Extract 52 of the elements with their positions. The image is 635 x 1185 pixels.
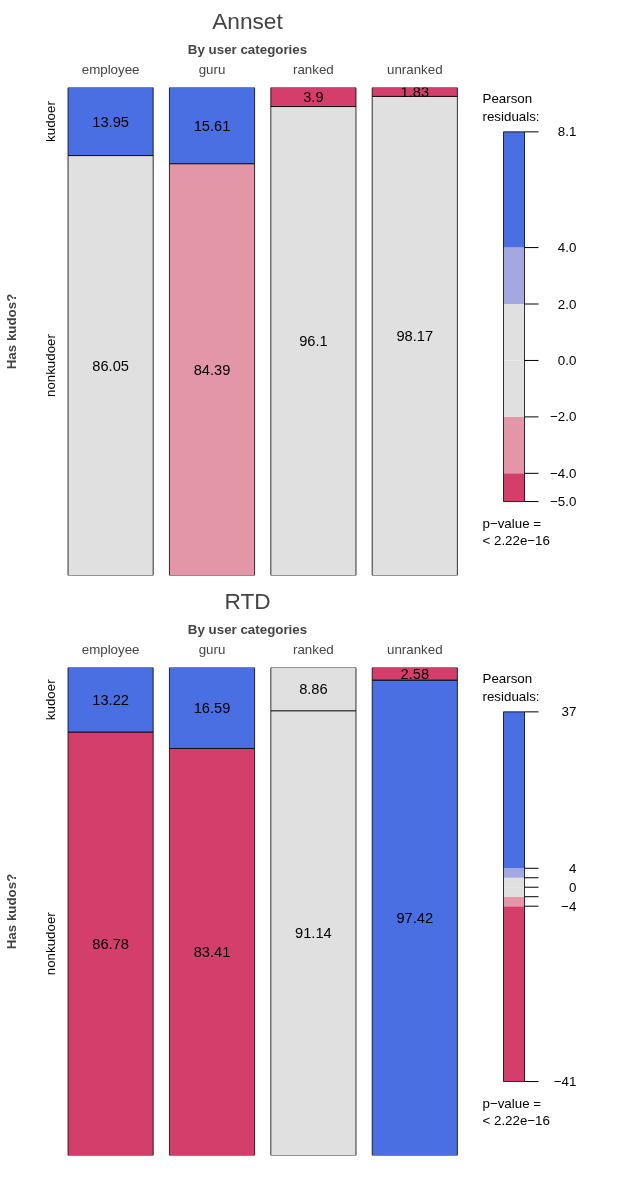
data-label: 13.95 bbox=[92, 113, 129, 130]
data-label: 91.14 bbox=[295, 925, 332, 942]
x-tick-label: employee bbox=[81, 641, 140, 657]
x-axis-title: By user categories bbox=[187, 41, 308, 57]
color-bar-label: −4 bbox=[561, 898, 577, 914]
color-bar-label: −4.0 bbox=[549, 465, 577, 481]
text: p−value = bbox=[482, 516, 542, 532]
color-bar-label: 4.0 bbox=[557, 240, 577, 256]
chart-title: Annset bbox=[212, 7, 284, 34]
data-label: 15.61 bbox=[193, 117, 231, 134]
color-bar-label: −5.0 bbox=[549, 494, 577, 510]
x-tick-label: employee bbox=[81, 61, 140, 77]
color-bar-label: 0 bbox=[568, 879, 577, 895]
x-axis-title: By user categories bbox=[187, 621, 308, 637]
data-label: 1.83 bbox=[400, 83, 430, 100]
color-bar-label: 0.0 bbox=[557, 352, 577, 368]
data-label: 2.58 bbox=[400, 665, 430, 682]
x-tick-label: ranked bbox=[293, 61, 334, 77]
x-tick-label: guru bbox=[198, 61, 226, 77]
x-tick-label: unranked bbox=[387, 61, 443, 77]
text: nonkudoer bbox=[42, 911, 58, 976]
data-label: 97.42 bbox=[396, 909, 434, 926]
color-bar-label: −2.0 bbox=[549, 409, 577, 425]
data-label: 86.78 bbox=[92, 935, 129, 952]
text: kudoer bbox=[42, 678, 58, 721]
color-bar-label: −41 bbox=[553, 1074, 577, 1090]
data-label: 83.41 bbox=[193, 943, 231, 960]
data-label: 8.86 bbox=[299, 681, 328, 698]
text: kudoer bbox=[42, 100, 58, 142]
data-label: 16.59 bbox=[193, 699, 231, 716]
color-bar-label: 8.1 bbox=[557, 124, 577, 140]
color-bar-label: 4 bbox=[568, 860, 577, 876]
x-tick-label: unranked bbox=[387, 641, 443, 657]
text: nonkudoer bbox=[42, 333, 58, 398]
data-label: 98.17 bbox=[396, 327, 434, 344]
text: p−value = bbox=[482, 1096, 542, 1112]
data-label: 84.39 bbox=[193, 361, 231, 378]
data-label: 13.22 bbox=[92, 691, 129, 708]
color-bar-title: Pearson residuals: bbox=[482, 91, 540, 125]
data-label: 3.9 bbox=[303, 89, 324, 106]
color-bar-label: 2.0 bbox=[557, 296, 577, 312]
text: < 2.22e−16 bbox=[482, 532, 550, 548]
y-axis-title: Has kudos? bbox=[3, 873, 19, 950]
chart-title: RTD bbox=[224, 587, 271, 614]
y-axis-title: Has kudos? bbox=[3, 293, 19, 370]
x-tick-label: guru bbox=[198, 641, 226, 657]
color-bar-title: Pearson residuals: bbox=[482, 671, 540, 705]
color-bar-label: 37 bbox=[561, 704, 577, 720]
data-label: 96.1 bbox=[299, 333, 328, 350]
text: < 2.22e−16 bbox=[482, 1112, 550, 1128]
x-tick-label: ranked bbox=[293, 641, 334, 657]
data-label: 86.05 bbox=[92, 357, 129, 374]
